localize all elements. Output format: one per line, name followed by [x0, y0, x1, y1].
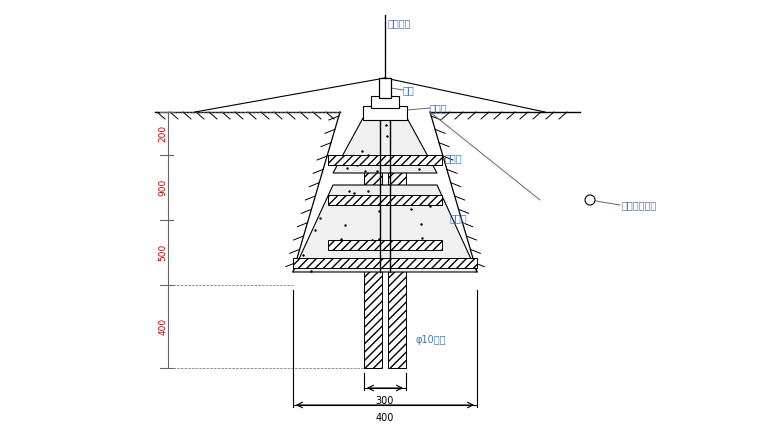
Text: 标面为圆球形: 标面为圆球形: [622, 200, 657, 210]
Bar: [364, 118, 382, 368]
Text: 保护盖: 保护盖: [430, 103, 448, 113]
Bar: [328, 240, 442, 250]
Text: 下砼石: 下砼石: [450, 213, 467, 223]
Text: 200: 200: [159, 125, 167, 142]
Bar: [293, 258, 477, 268]
Text: 900: 900: [159, 179, 167, 196]
Bar: [388, 118, 406, 368]
Text: 标中心线: 标中心线: [388, 18, 411, 28]
Polygon shape: [333, 118, 437, 173]
Text: 300: 300: [375, 396, 394, 406]
Text: 上砼石: 上砼石: [445, 153, 463, 163]
Circle shape: [585, 195, 595, 205]
Bar: [328, 195, 442, 205]
Text: φ10钢筋: φ10钢筋: [415, 335, 445, 345]
Bar: [379, 78, 391, 98]
Text: 500: 500: [159, 244, 167, 261]
Text: 示标: 示标: [403, 85, 415, 95]
Bar: [363, 106, 407, 120]
Text: 400: 400: [159, 318, 167, 335]
Bar: [371, 96, 399, 108]
Polygon shape: [293, 185, 477, 272]
Bar: [328, 155, 442, 165]
Text: 400: 400: [375, 413, 394, 423]
